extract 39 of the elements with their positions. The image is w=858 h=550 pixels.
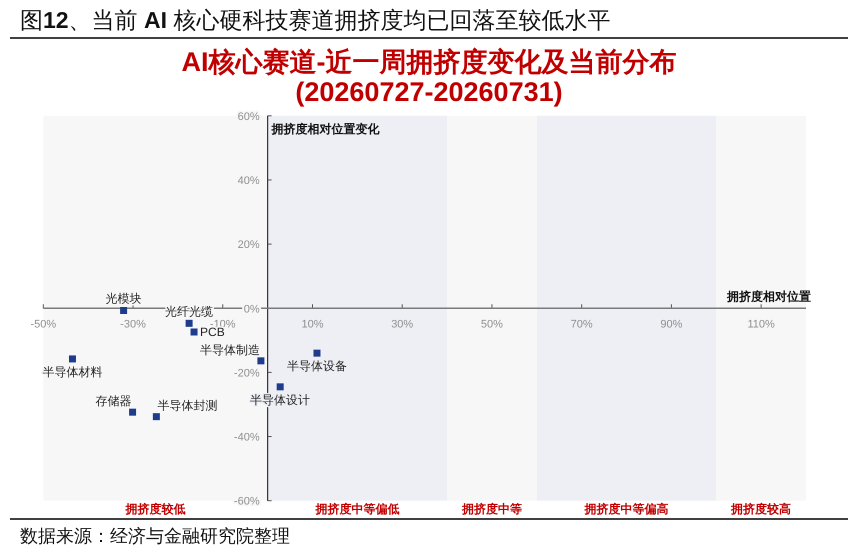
series-label: 半导体设备 (286, 359, 347, 374)
point (257, 357, 264, 364)
y-tick-label: -20% (234, 367, 260, 380)
x-tick-label: 90% (660, 318, 683, 330)
y-tick-label: -60% (234, 496, 260, 508)
point (120, 306, 128, 314)
chart-title: 图12、当前 AI 核心硬科技赛道拥挤度均已回落至较低水平 (20, 7, 610, 33)
series-label: 存储器 (96, 394, 132, 408)
x-tick-label: 50% (480, 318, 504, 330)
y-tick-label: 40% (238, 174, 260, 187)
series-label: 半导体制造 (200, 342, 260, 357)
point (152, 413, 160, 420)
point (129, 408, 136, 416)
band-label: 拥挤度中等 (460, 502, 522, 516)
band-label: 拥挤度中等偏低 (314, 502, 400, 516)
band-label: 拥挤度较低 (124, 502, 186, 516)
series-label: 光模块 (106, 291, 142, 306)
point (186, 320, 193, 327)
y-tick-label: 20% (238, 239, 260, 252)
source-note: 数据来源：经济与金融研究院整理 (20, 526, 290, 546)
point (276, 383, 284, 390)
band-label: 拥挤度中等偏高 (584, 502, 669, 516)
x-tick-label: -30% (120, 318, 146, 330)
series-label: 半导体封测 (157, 398, 218, 413)
x-axis-title: 拥挤度相对位置 (726, 289, 811, 304)
x-tick-label: 30% (391, 318, 414, 330)
x-tick-label: 110% (747, 318, 776, 330)
series-label: 半导体材料 (42, 364, 102, 379)
point (68, 355, 76, 362)
y-tick-label: 60% (238, 110, 260, 123)
y-axis-title: 拥挤度相对位置变化 (270, 122, 381, 136)
y-tick-label: -40% (234, 432, 260, 444)
chart-subtitle: AI核心赛道-近一周拥挤度变化及当前分布 (20260727-20260731) (182, 47, 676, 107)
band-label: 拥挤度较高 (730, 502, 792, 516)
x-tick-label: 70% (570, 318, 593, 330)
x-tick-label: -50% (30, 318, 56, 330)
point (190, 328, 198, 336)
x-tick-label: 10% (301, 318, 324, 330)
point (313, 350, 320, 357)
